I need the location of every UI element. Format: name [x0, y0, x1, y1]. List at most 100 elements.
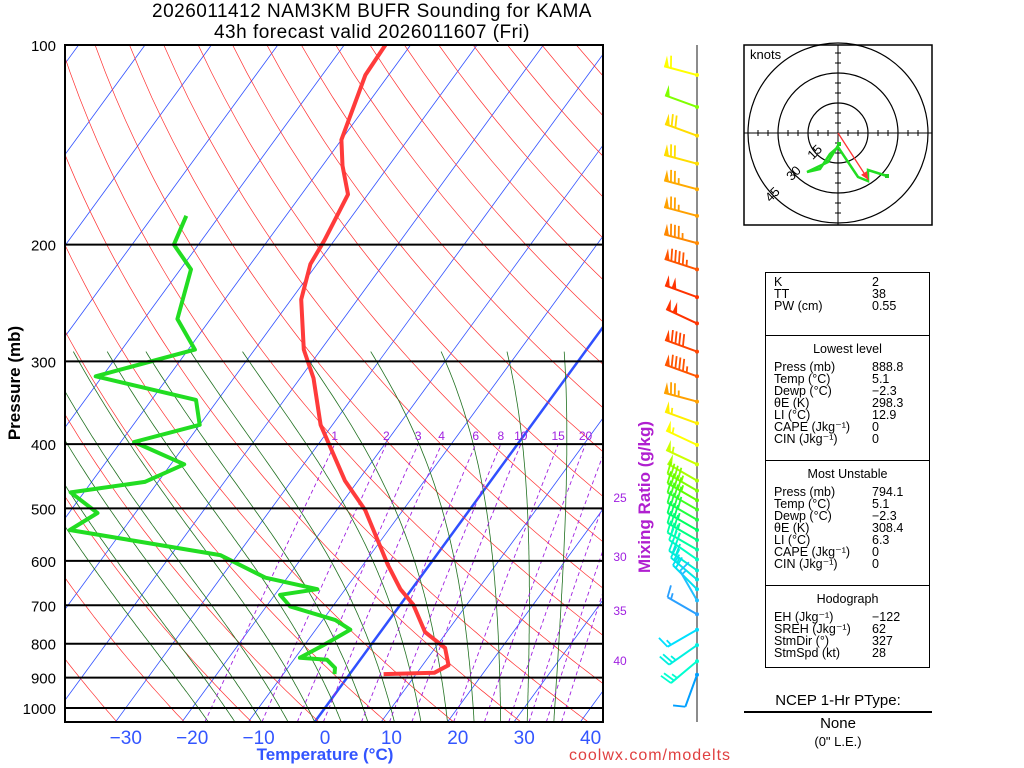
pressure-tick-label: 900: [31, 671, 56, 688]
mixing-ratio-line: [453, 444, 559, 722]
moist-adiabat: [65, 525, 209, 722]
wind-barb: [679, 561, 699, 603]
dry-adiabat: [438, 45, 603, 239]
dry-adiabat: [65, 658, 118, 722]
wind-barb: [663, 144, 699, 166]
wind-barb: [663, 223, 699, 246]
isotherm: [65, 45, 478, 610]
pressure-tick-label: 700: [31, 598, 56, 615]
lowest-level-section: Lowest level Press (mb) 888.8 Temp (°C) 5.1…: [766, 336, 929, 461]
index-row: Temp (°C) 5.1: [774, 497, 929, 511]
pressure-tick-label: 100: [31, 38, 56, 55]
y-axis-label: Pressure (mb): [5, 326, 24, 440]
plot-grid: [65, 45, 603, 722]
wind-barb: [663, 196, 699, 218]
dry-adiabat: [65, 244, 454, 722]
index-row: Press (mb) 794.1: [774, 486, 929, 499]
wind-barb: [663, 382, 699, 404]
wind-barb: [659, 643, 699, 666]
wind-barb: [664, 84, 699, 109]
wind-barb: [664, 401, 699, 426]
moist-adiabat: [65, 390, 289, 722]
index-value: 0.55: [872, 299, 897, 313]
ptype-panel: NCEP 1-Hr PType: None (0" L.E.): [744, 692, 932, 749]
index-row: Dewp (°C) −2.3: [774, 509, 929, 523]
index-value: 327: [872, 634, 893, 648]
index-label: Temp (°C): [774, 497, 831, 511]
wind-barbs: [658, 55, 699, 708]
temp-tick-label: −10: [242, 728, 274, 749]
index-value: −2.3: [872, 509, 897, 523]
most-unstable-section: Most Unstable Press (mb) 794.1 Temp (°C) 5.…: [766, 461, 929, 586]
mixing-ratio-label: 4: [438, 429, 445, 443]
index-label: CAPE (Jkg⁻¹): [774, 420, 851, 434]
temp-tick-label: 0: [320, 728, 331, 749]
hodograph-point: [885, 174, 889, 178]
pressure-tick-label: 600: [31, 554, 56, 571]
index-value: 888.8: [872, 360, 904, 374]
storm-motion-vector: [837, 132, 870, 181]
isotherm: [115, 53, 603, 722]
pressure-tick-label: 800: [31, 637, 56, 654]
index-label: LI (°C): [774, 533, 811, 547]
index-row: StmDir (°) 327: [774, 634, 929, 648]
mixing-ratio-line: [528, 503, 603, 722]
isotherm: [65, 45, 411, 520]
mixing-ratio-line: [411, 444, 522, 722]
moist-adiabat: [145, 351, 369, 722]
dry-adiabat: [65, 577, 185, 722]
index-value: 5.1: [872, 497, 890, 511]
pressure-tick-label: 200: [31, 238, 56, 255]
wind-barb: [667, 454, 699, 483]
index-label: θE (K): [774, 521, 810, 535]
hodograph-point: [837, 142, 841, 146]
moist-adiabat: [506, 351, 530, 722]
hodograph-units: knots: [750, 47, 782, 62]
index-row: CIN (Jkg⁻¹) 0: [774, 557, 929, 571]
index-row: PW (cm) 0.55: [774, 299, 929, 313]
isotherm: [65, 45, 212, 247]
index-label: EH (Jkg⁻¹): [774, 610, 834, 624]
wind-barb: [664, 275, 699, 300]
index-value: 0: [872, 545, 879, 559]
mixing-ratio-label: 3: [415, 429, 422, 443]
index-label: StmSpd (kt): [774, 646, 840, 660]
index-label: Temp (°C): [774, 372, 831, 386]
ptype-amount: (0" L.E.): [814, 734, 862, 749]
index-value: −2.3: [872, 384, 897, 398]
wind-barb: [664, 354, 699, 379]
index-row: EH (Jkg⁻¹) −122: [774, 610, 929, 624]
index-row: TT 38: [774, 288, 929, 301]
moist-adiabat: [370, 351, 475, 722]
index-label: CIN (Jkg⁻¹): [774, 432, 838, 446]
temp-tick-label: 20: [447, 728, 468, 749]
wind-barb: [666, 480, 699, 512]
mixing-ratio-label: 10: [514, 429, 528, 443]
index-value: 28: [872, 646, 886, 660]
lowest-level-header: Lowest level: [813, 342, 882, 356]
wind-barb: [666, 471, 699, 503]
index-value: 6.3: [872, 533, 890, 547]
dry-adiabat: [197, 45, 603, 543]
wind-barb: [672, 672, 699, 708]
mixing-ratio-line: [545, 548, 603, 722]
moist-adiabat: [65, 484, 236, 722]
hodograph-trace: [806, 143, 888, 183]
index-label: CIN (Jkg⁻¹): [774, 557, 838, 571]
wind-barb: [666, 585, 699, 617]
wind-barb: [663, 169, 699, 192]
index-row: StmSpd (kt) 28: [774, 646, 929, 660]
index-value: 0: [872, 432, 879, 446]
isotherm: [181, 144, 603, 722]
index-row: CAPE (Jkg⁻¹) 0: [774, 420, 929, 434]
wind-barb: [665, 439, 699, 467]
index-value: −122: [872, 610, 901, 624]
index-label: PW (cm): [774, 299, 823, 313]
freezing-isotherm: [313, 325, 603, 722]
index-value: 298.3: [872, 396, 904, 410]
index-label: SREH (Jkg⁻¹): [774, 622, 851, 636]
index-label: Dewp (°C): [774, 509, 832, 523]
wind-barb: [665, 420, 699, 447]
index-row: Dewp (°C) −2.3: [774, 384, 929, 398]
